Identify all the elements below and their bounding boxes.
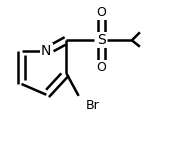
Text: O: O (97, 61, 106, 74)
Text: Br: Br (86, 99, 99, 112)
Text: O: O (97, 6, 106, 19)
Text: S: S (97, 33, 106, 47)
Text: N: N (41, 44, 51, 58)
